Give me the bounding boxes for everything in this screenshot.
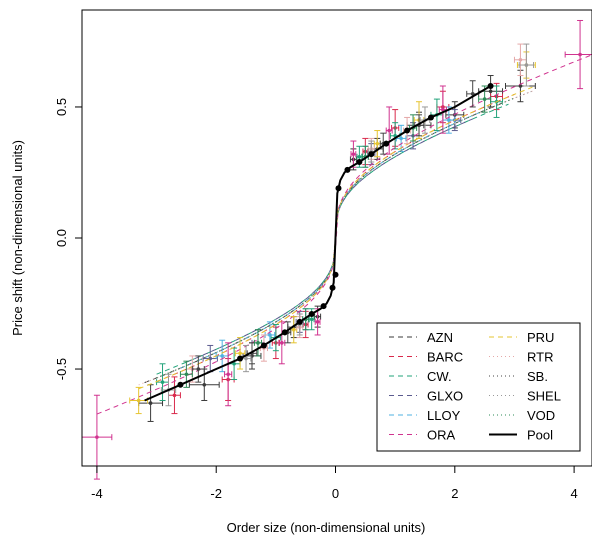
data-point (441, 107, 445, 112)
pool-point (356, 159, 363, 165)
pool-point (177, 381, 184, 388)
legend-item: ORA (389, 428, 456, 443)
y-axis: -0.5 0.0 0.5 (54, 98, 82, 380)
pool-point (383, 140, 390, 147)
data-point (184, 372, 189, 377)
pool-point (296, 318, 303, 325)
data-point (238, 351, 242, 356)
pool-point (281, 329, 288, 336)
x-tick-label: 2 (451, 486, 458, 501)
pool-point (237, 355, 244, 362)
plot-area (81, 19, 592, 480)
data-point (172, 393, 177, 398)
legend-label: PRU (527, 330, 554, 345)
legend-label: LLOY (427, 408, 461, 423)
x-axis: -4 -2 0 2 4 (91, 466, 578, 501)
pool-point (320, 303, 327, 310)
pool-point (335, 185, 342, 192)
x-axis-title: Order size (non-dimensional units) (227, 520, 426, 535)
pool-point (427, 114, 434, 121)
legend-label: BARC (427, 350, 463, 365)
series-ora (81, 19, 592, 480)
data-point (387, 128, 391, 133)
legend-box (376, 322, 581, 452)
pool-point (344, 166, 351, 173)
data-point (202, 382, 207, 387)
pool-point (329, 284, 336, 291)
data-point (518, 57, 523, 62)
legend-item: SB. (489, 369, 548, 384)
data-point (220, 354, 224, 358)
legend-label: RTR (527, 350, 553, 365)
legend-item: GLXO (389, 389, 463, 404)
pool-point (308, 311, 315, 317)
data-point (447, 118, 451, 122)
data-point (470, 92, 475, 96)
y-tick-label: 0.0 (54, 229, 69, 247)
series-pool (144, 83, 494, 402)
data-point (226, 372, 230, 377)
data-point (291, 327, 296, 332)
data-point (208, 356, 213, 361)
legend-label: VOD (527, 408, 555, 423)
data-point (160, 380, 165, 384)
x-tick-label: 4 (570, 486, 577, 501)
x-tick-label: 0 (332, 486, 339, 501)
data-point (375, 141, 380, 146)
x-tick-label: -4 (91, 486, 103, 501)
legend-label: Pool (527, 428, 553, 443)
data-point (95, 435, 99, 439)
legend: AZN BARC CW. GLXO LLOY ORA PRU RTR SB. SHEL VOD Poo… (376, 322, 581, 452)
data-point (309, 317, 314, 322)
data-point (357, 154, 362, 159)
legend-label: SHEL (527, 389, 561, 404)
data-point (351, 152, 356, 156)
data-point (482, 97, 487, 101)
data-point (148, 401, 153, 405)
y-tick-label: 0.5 (54, 98, 69, 116)
pool-point (260, 342, 267, 349)
pool-point (404, 127, 411, 134)
legend-item: AZN (389, 330, 453, 345)
data-point (518, 84, 523, 88)
legend-item: SHEL (489, 389, 561, 404)
series-line (156, 97, 515, 379)
legend-item: VOD (489, 408, 555, 423)
legend-item: RTR (489, 350, 553, 365)
data-point (315, 320, 320, 324)
data-point (244, 356, 248, 361)
legend-item: CW. (389, 369, 452, 384)
pool-point (487, 83, 494, 89)
y-tick-label: -0.5 (54, 358, 69, 380)
legend-label: GLXO (427, 389, 463, 404)
legend-item: PRU (489, 330, 554, 345)
data-point (232, 361, 236, 366)
legend-item: Pool (489, 428, 553, 443)
y-axis-title: Price shift (non-dimensional units) (10, 140, 25, 336)
pool-line (144, 85, 492, 402)
legend-label: AZN (427, 330, 453, 345)
data-point (399, 136, 403, 141)
data-point (578, 52, 582, 57)
pool-point (368, 151, 375, 158)
pool-point (332, 271, 339, 278)
data-point (280, 341, 284, 345)
data-point (524, 63, 529, 67)
data-point (256, 341, 260, 345)
data-point (268, 333, 272, 337)
legend-label: CW. (427, 369, 452, 384)
legend-label: SB. (527, 369, 548, 384)
data-point (488, 89, 493, 94)
legend-item: BARC (389, 350, 463, 365)
legend-item: LLOY (389, 408, 461, 423)
legend-label: ORA (427, 428, 456, 443)
data-point (136, 398, 141, 403)
series-line (186, 118, 473, 363)
x-tick-label: -2 (210, 486, 222, 501)
data-point (196, 367, 201, 371)
